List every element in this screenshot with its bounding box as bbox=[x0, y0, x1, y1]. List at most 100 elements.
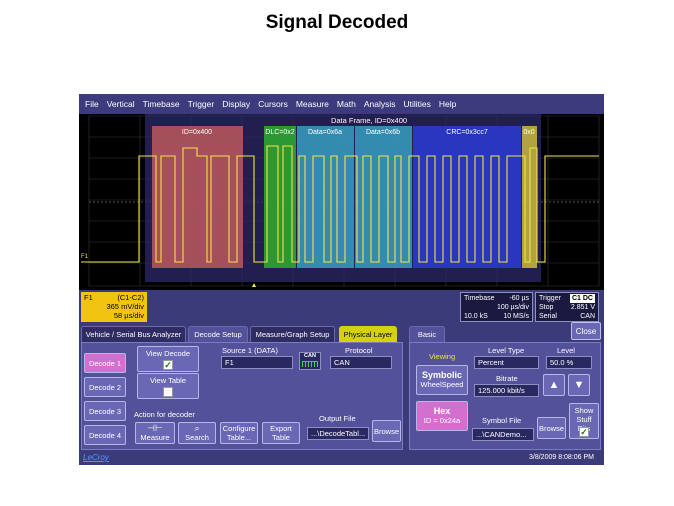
can-icon-text: CAN bbox=[304, 353, 316, 359]
oscilloscope-window: File Vertical Timebase Trigger Display C… bbox=[79, 94, 604, 465]
decode-setup-panel: Decode 1 Decode 2 Decode 3 Decode 4 View… bbox=[81, 342, 403, 450]
measure-icon: ⊣⊢ bbox=[147, 423, 163, 433]
viewing-label: Viewing bbox=[429, 352, 456, 361]
menu-timebase[interactable]: Timebase bbox=[142, 99, 180, 109]
level-type-label: Level Type bbox=[488, 346, 525, 355]
lecroy-logo[interactable]: LeCroy bbox=[83, 453, 109, 462]
view-table-checkbox[interactable] bbox=[163, 387, 173, 397]
field-eof-label: 0x0 bbox=[523, 129, 534, 136]
menu-bar: File Vertical Timebase Trigger Display C… bbox=[79, 94, 604, 114]
field-data1-label: Data=0x6a bbox=[308, 129, 342, 136]
trigger-level: 2.851 V bbox=[570, 304, 595, 311]
trigger-label: Trigger bbox=[539, 295, 561, 302]
f1-trace-descriptor[interactable]: F1 (C1-C2) 365 mV/div 58 µs/div bbox=[81, 292, 147, 322]
menu-file[interactable]: File bbox=[85, 99, 99, 109]
tab-decode-setup[interactable]: Decode Setup bbox=[188, 326, 248, 342]
bitrate-field[interactable]: 125.000 kbit/s bbox=[474, 384, 539, 397]
field-data2-label: Data=0x6b bbox=[366, 129, 400, 136]
search-icon: ⌕ bbox=[194, 423, 200, 433]
source-label: Source 1 (DATA) bbox=[222, 346, 278, 355]
close-button[interactable]: Close bbox=[571, 322, 601, 340]
field-id-label: ID=0x400 bbox=[182, 129, 212, 136]
timebase-tdiv: 100 µs/div bbox=[496, 304, 529, 311]
output-browse-button[interactable]: Browse bbox=[372, 420, 401, 442]
dialog-tabbar: Vehicle / Serial Bus Analyzer Decode Set… bbox=[79, 324, 604, 342]
hex-label: Hex bbox=[433, 406, 451, 416]
tab-basic[interactable]: Basic bbox=[409, 326, 445, 342]
trace-label: F1 bbox=[81, 254, 89, 260]
output-file-field[interactable]: ...\DecodeTabl... bbox=[307, 427, 369, 440]
wheelspeed-label: WheelSpeed bbox=[420, 380, 464, 389]
trigger-descriptor[interactable]: Trigger C1 DC Stop 2.851 V Serial CAN bbox=[535, 292, 599, 322]
tab-vehicle-serial-bus[interactable]: Vehicle / Serial Bus Analyzer bbox=[81, 326, 186, 342]
symbol-file-label: Symbol File bbox=[482, 416, 522, 425]
source-field[interactable]: F1 bbox=[221, 356, 293, 369]
hex-button[interactable]: Hex ID = 0x24a bbox=[416, 401, 468, 431]
field-dlc-label: DLC=0x2 bbox=[265, 129, 294, 136]
decode-2-button[interactable]: Decode 2 bbox=[84, 377, 126, 397]
field-dlc-block[interactable] bbox=[264, 126, 296, 268]
can-protocol-icon: CAN bbox=[299, 352, 321, 370]
action-label: Action for decoder bbox=[134, 410, 195, 419]
output-file-label: Output File bbox=[319, 414, 356, 423]
level-field[interactable]: 50.0 % bbox=[546, 356, 592, 369]
measure-label: Measure bbox=[140, 433, 170, 442]
timebase-rate: 10 MS/s bbox=[503, 313, 529, 320]
waveform-trace bbox=[81, 145, 599, 263]
show-stuff-bits-checkbox[interactable]: ✓ bbox=[579, 427, 589, 437]
protocol-label: Protocol bbox=[345, 346, 373, 355]
readouts-bar: F1 (C1-C2) 365 mV/div 58 µs/div Timebase -… bbox=[79, 290, 604, 324]
timebase-label: Timebase bbox=[464, 295, 495, 302]
protocol-field[interactable]: CAN bbox=[330, 356, 392, 369]
status-datetime: 3/8/2009 8:08:06 PM bbox=[529, 454, 594, 461]
menu-cursors[interactable]: Cursors bbox=[258, 99, 288, 109]
f1-name: F1 bbox=[84, 293, 93, 302]
level-type-field[interactable]: Percent bbox=[474, 356, 539, 369]
trigger-chip: C1 DC bbox=[569, 294, 595, 303]
waveform-svg: Data Frame, ID=0x400 ID=0x400 DLC=0x2 Da… bbox=[81, 114, 600, 287]
menu-help[interactable]: Help bbox=[438, 99, 457, 109]
configure-table-button[interactable]: Configure Table... bbox=[220, 422, 258, 444]
measure-button[interactable]: ⊣⊢ Measure bbox=[135, 422, 175, 444]
timebase-descriptor[interactable]: Timebase -60 µs 100 µs/div 10.0 kS 10 MS/s bbox=[460, 292, 533, 322]
timebase-delay: -60 µs bbox=[509, 295, 529, 302]
view-table-label: View Table bbox=[150, 376, 186, 385]
tab-physical-layer[interactable]: Physical Layer bbox=[339, 326, 397, 342]
menu-math[interactable]: Math bbox=[336, 99, 356, 109]
f1-tdiv: 58 µs/div bbox=[113, 311, 144, 320]
menu-measure[interactable]: Measure bbox=[295, 99, 329, 109]
arrow-up-icon[interactable]: ▲ bbox=[543, 374, 565, 396]
field-crc-label: CRC=0x3cc7 bbox=[446, 129, 488, 136]
hex-id-label: ID = 0x24a bbox=[423, 416, 461, 425]
menu-utilities[interactable]: Utilities bbox=[403, 99, 431, 109]
waveform-display[interactable]: Data Frame, ID=0x400 ID=0x400 DLC=0x2 Da… bbox=[79, 114, 604, 290]
trigger-marker-icon bbox=[252, 283, 256, 287]
field-data2-block[interactable] bbox=[355, 126, 412, 268]
level-label: Level bbox=[557, 346, 575, 355]
symbolic-button[interactable]: Symbolic WheelSpeed bbox=[416, 365, 468, 395]
f1-source: (C1-C2) bbox=[117, 293, 144, 302]
arrow-down-icon[interactable]: ▼ bbox=[568, 374, 590, 396]
trigger-type: Serial bbox=[539, 313, 557, 320]
decode-4-button[interactable]: Decode 4 bbox=[84, 425, 126, 445]
symbol-file-field[interactable]: ...\CANDemo... bbox=[472, 428, 534, 441]
view-decode-label: View Decode bbox=[145, 349, 191, 358]
f1-vdiv: 365 mV/div bbox=[106, 302, 144, 311]
basic-panel: Viewing Symbolic WheelSpeed Hex ID = 0x2… bbox=[409, 342, 601, 450]
search-button[interactable]: ⌕ Search bbox=[178, 422, 216, 444]
menu-vertical[interactable]: Vertical bbox=[106, 99, 135, 109]
symbolic-label: Symbolic bbox=[421, 370, 462, 380]
menu-analysis[interactable]: Analysis bbox=[363, 99, 396, 109]
tab-measure-graph-setup[interactable]: Measure/Graph Setup bbox=[250, 326, 335, 342]
symbol-browse-button[interactable]: Browse bbox=[537, 417, 566, 439]
export-table-button[interactable]: Export Table bbox=[262, 422, 300, 444]
decode-3-button[interactable]: Decode 3 bbox=[84, 401, 126, 421]
menu-trigger[interactable]: Trigger bbox=[187, 99, 215, 109]
view-decode-checkbox[interactable]: ✓ bbox=[163, 360, 173, 370]
slide-title: Signal Decoded bbox=[265, 12, 409, 33]
menu-display[interactable]: Display bbox=[222, 99, 251, 109]
trigger-proto: CAN bbox=[580, 313, 595, 320]
trigger-mode: Stop bbox=[539, 304, 554, 311]
decode-1-button[interactable]: Decode 1 bbox=[84, 353, 126, 373]
timebase-samples: 10.0 kS bbox=[464, 313, 488, 320]
